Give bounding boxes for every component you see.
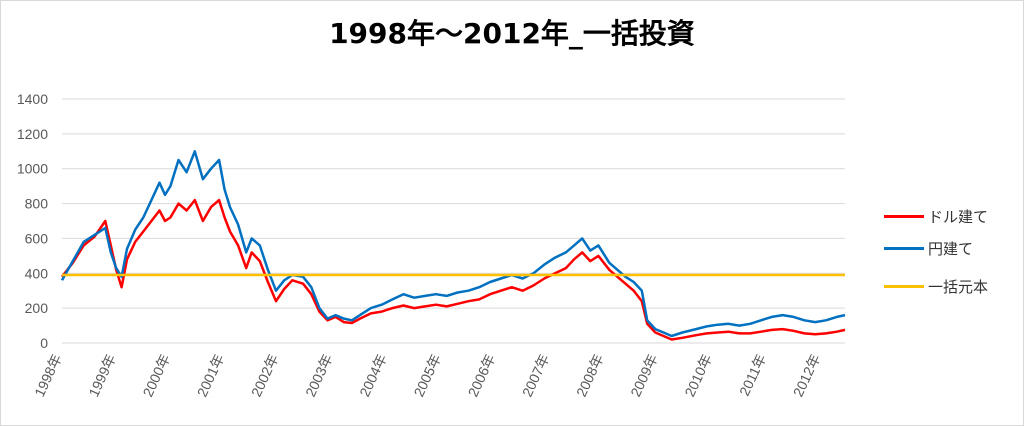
y-tick-label: 1200 — [17, 126, 48, 142]
x-tick-label: 2004年 — [356, 352, 390, 400]
legend-item: 一括元本 — [884, 276, 1024, 296]
x-tick-label: 2012年 — [790, 352, 824, 400]
y-tick-label: 0 — [40, 335, 48, 351]
y-tick-label: 600 — [25, 230, 49, 246]
y-tick-label: 200 — [25, 300, 49, 316]
x-tick-label: 2011年 — [736, 352, 769, 399]
chart-title: 1998年～2012年_一括投資 — [329, 17, 695, 50]
legend-label: 一括元本 — [928, 278, 989, 296]
x-tick-label: 1999年 — [85, 352, 119, 400]
gridlines — [62, 98, 845, 344]
x-tick-label: 2010年 — [681, 352, 715, 400]
series-lines — [60, 150, 846, 341]
legend-label: ドル建て — [928, 208, 989, 226]
x-tick-label: 2007年 — [519, 352, 553, 400]
y-tick-label: 1400 — [17, 91, 48, 107]
series-line-1 — [60, 150, 846, 338]
x-tick-label: 2000年 — [140, 352, 174, 400]
x-tick-label: 2005年 — [410, 352, 444, 400]
legend-swatch — [884, 215, 924, 218]
y-axis-ticks: 0 200 400 600 800 1000 1200 1400 — [17, 91, 48, 351]
x-tick-label: 2003年 — [302, 352, 336, 400]
legend-item: 円建て — [884, 238, 1024, 258]
x-axis-ticks: 1998年 1999年 2000年 2001年 2002年 2003年 2004年 2005年… — [31, 352, 823, 400]
x-tick-label: 2006年 — [465, 352, 499, 400]
x-tick-label: 1998年 — [31, 352, 65, 400]
series-line-0 — [61, 198, 846, 341]
x-tick-label: 2009年 — [627, 352, 661, 400]
y-tick-label: 400 — [25, 265, 49, 281]
legend-item: ドル建て — [884, 206, 1024, 226]
legend-label: 円建て — [928, 240, 974, 258]
legend-swatch — [884, 285, 924, 288]
y-tick-label: 1000 — [17, 161, 48, 177]
legend-swatch — [884, 247, 924, 250]
x-tick-label: 2002年 — [248, 352, 282, 400]
x-tick-label: 2001年 — [194, 352, 228, 400]
x-tick-label: 2008年 — [573, 352, 607, 400]
y-tick-label: 800 — [25, 196, 49, 212]
